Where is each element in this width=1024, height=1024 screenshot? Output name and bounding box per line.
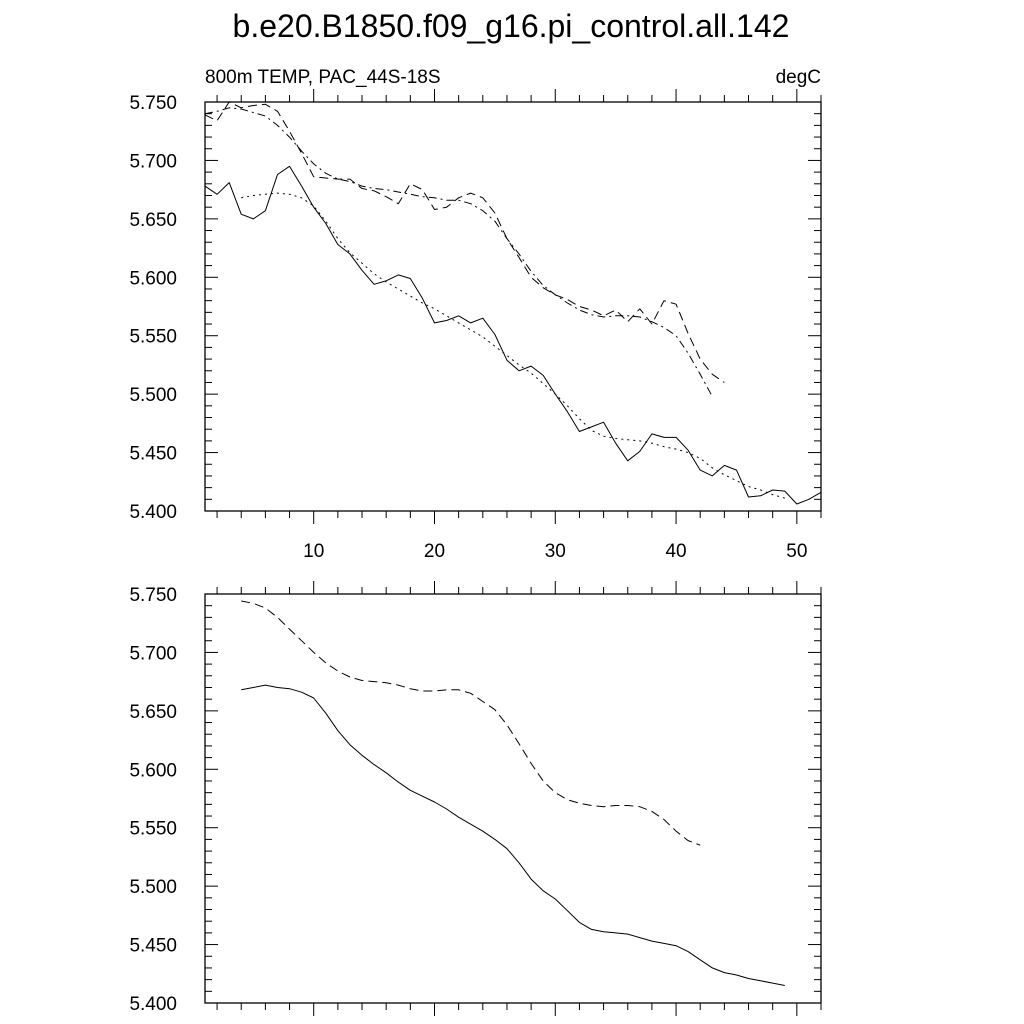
y-tick-label: 5.550 <box>129 327 177 348</box>
x-tick-label: 10 <box>303 541 324 562</box>
x-tick-label: 20 <box>424 541 445 562</box>
y-tick-label: 5.700 <box>129 151 177 172</box>
x-tick-label: 50 <box>786 541 807 562</box>
plot-frame <box>204 101 822 512</box>
series-line-run-2-smoothed <box>204 107 713 397</box>
y-tick-label: 5.600 <box>129 760 177 781</box>
series-line-run-1-annual <box>204 165 822 505</box>
series-line-run-1-smoothed <box>241 684 785 986</box>
y-tick-label: 5.750 <box>129 585 177 606</box>
y-tick-label: 5.450 <box>129 444 177 465</box>
y-tick-label: 5.450 <box>129 936 177 957</box>
panel-left-string: 800m TEMP, PAC_44S-18S <box>205 67 441 88</box>
y-tick-label: 5.650 <box>129 210 177 231</box>
series-line-run-2-annual <box>204 101 725 383</box>
y-tick-label: 5.550 <box>129 819 177 840</box>
x-tick-label: 40 <box>665 541 686 562</box>
y-tick-label: 5.650 <box>129 702 177 723</box>
y-tick-label: 5.400 <box>129 994 177 1015</box>
y-tick-label: 5.500 <box>129 877 177 898</box>
series-line-run-2-smoothed <box>241 600 701 846</box>
panel-units: degC <box>776 67 821 88</box>
panel-bottom: 5.400 5.450 5.500 5.550 5.600 5.650 5.700 5.750 <box>129 581 822 1016</box>
y-tick-label: 5.600 <box>129 268 177 289</box>
chart-title: b.e20.B1850.f09_g16.pi_control.all.142 <box>233 8 790 44</box>
y-tick-label: 5.750 <box>129 93 177 114</box>
panel-top: 5.400 5.450 5.500 5.550 5.600 5.650 5.700 5.750… <box>129 89 822 562</box>
series-line-run-1-smoothed <box>241 192 785 499</box>
y-tick-label: 5.400 <box>129 502 177 523</box>
y-tick-label: 5.700 <box>129 643 177 664</box>
y-tick-label: 5.500 <box>129 385 177 406</box>
plot-frame <box>204 593 822 1004</box>
x-tick-label: 30 <box>545 541 566 562</box>
